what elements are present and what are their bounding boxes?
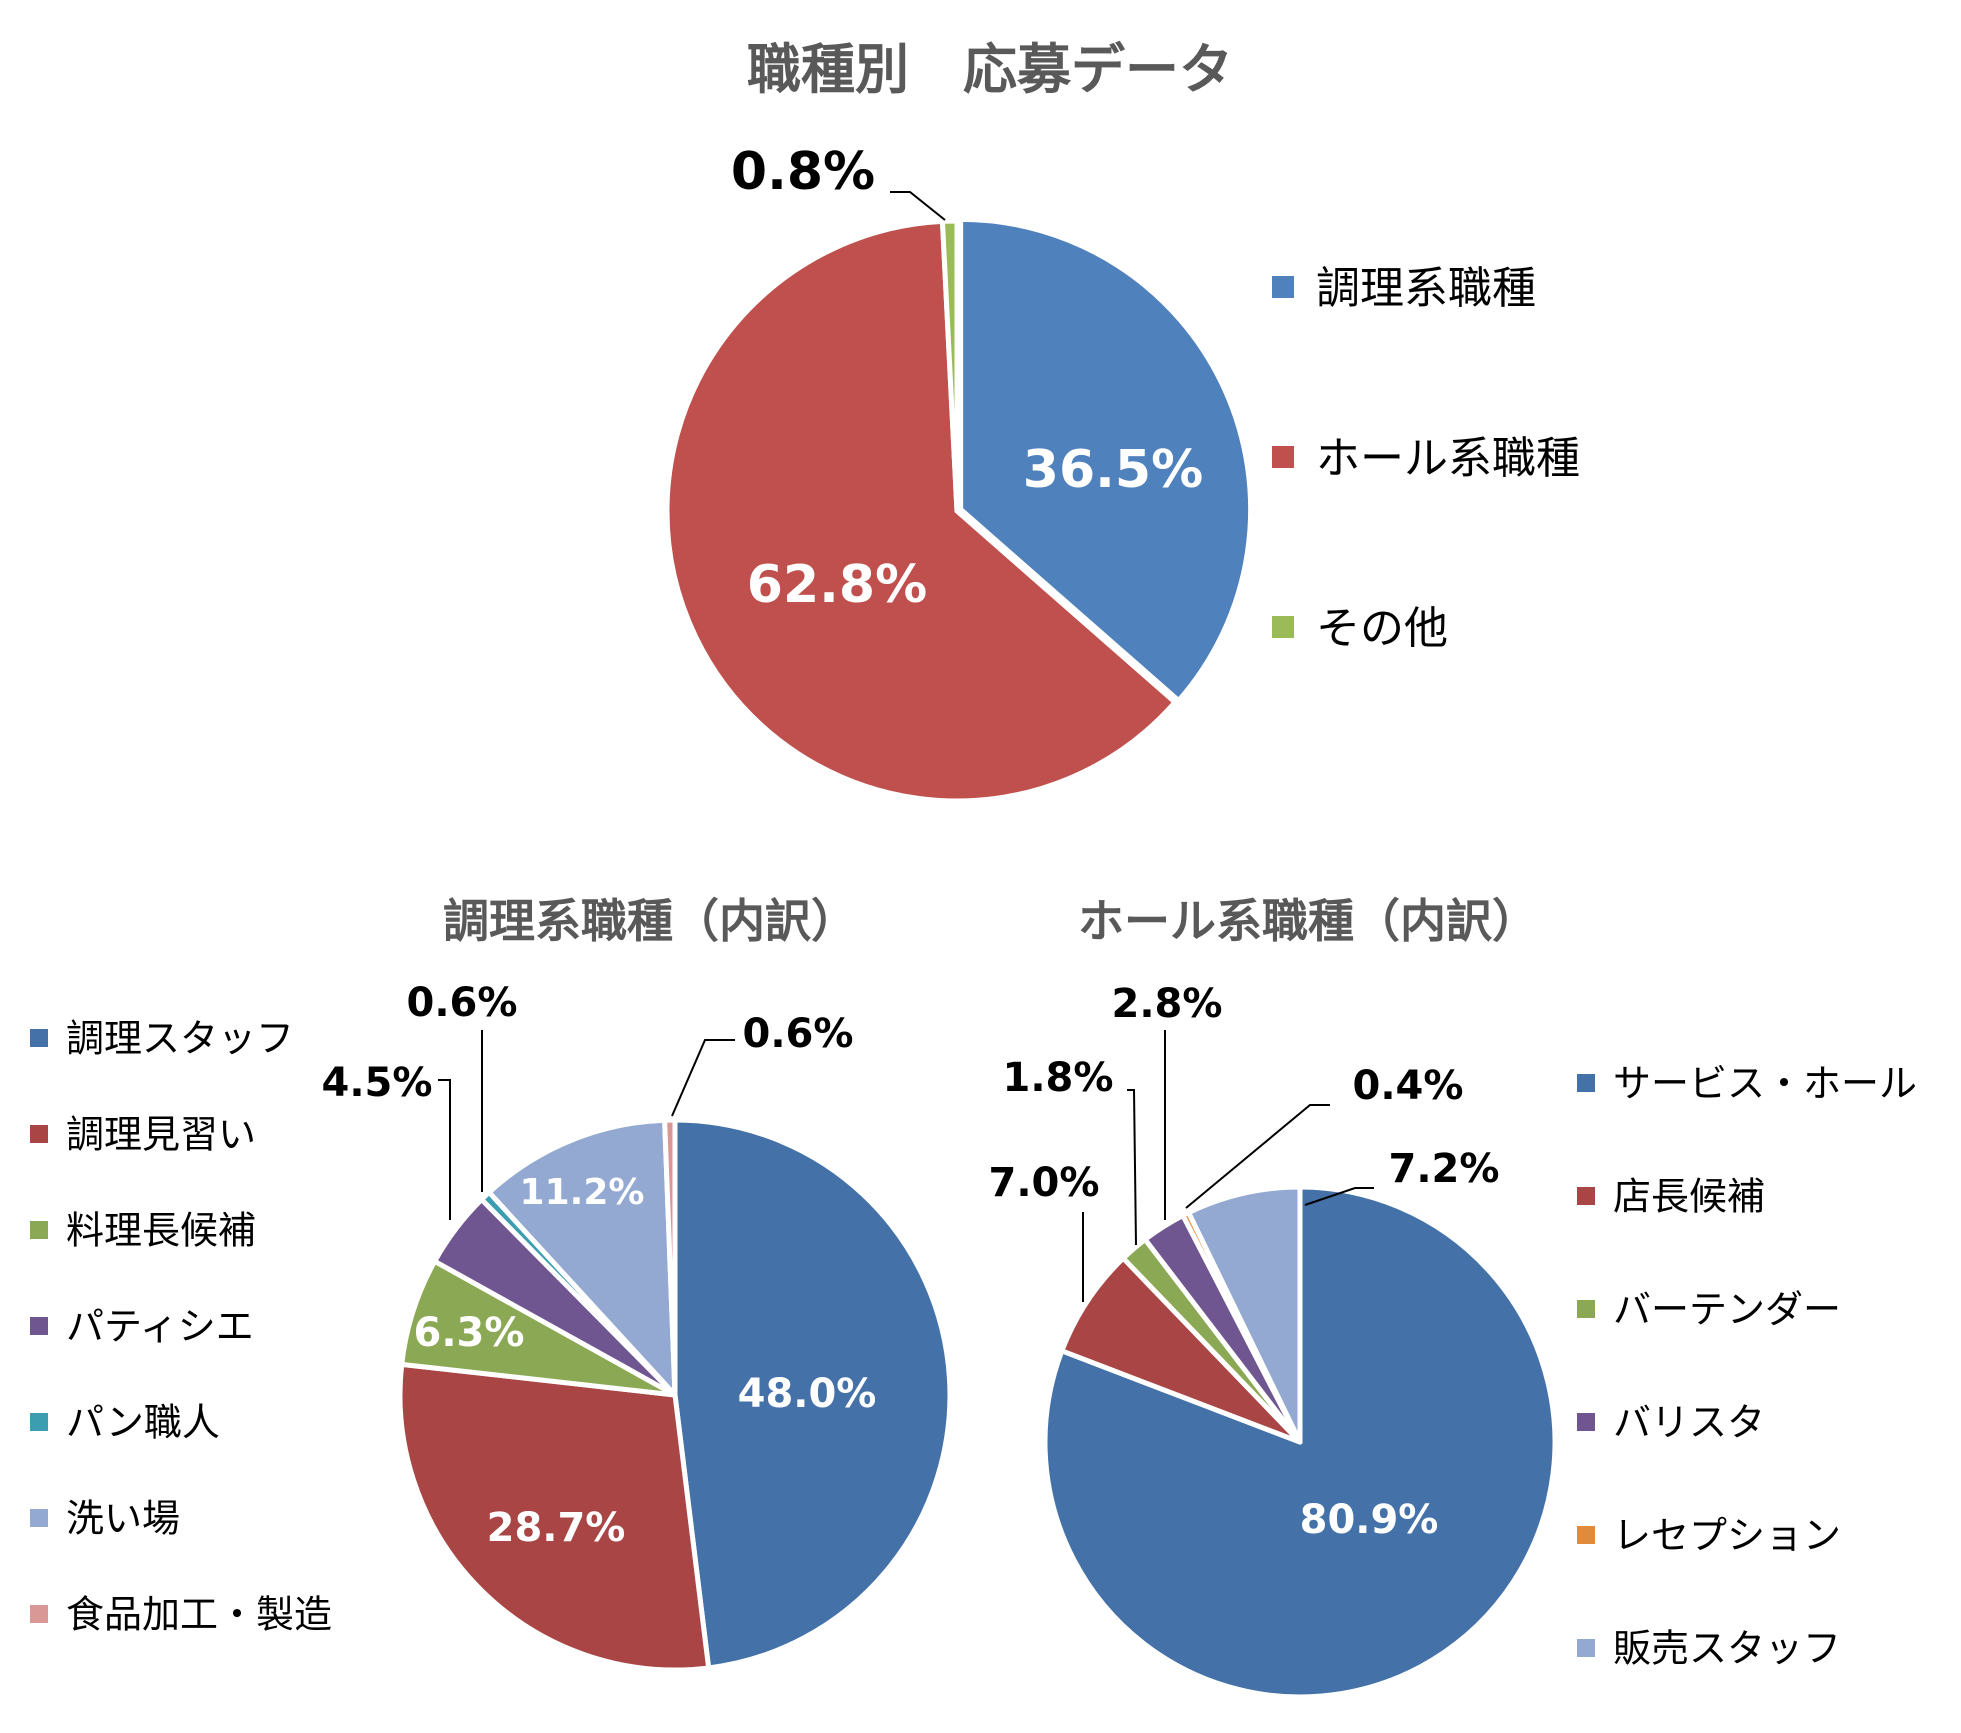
pie0-data-label-2: 0.8%	[731, 142, 875, 202]
pie2-data-label-0: 80.9%	[1300, 1497, 1439, 1543]
pie1-data-label-2: 6.3%	[414, 1310, 525, 1356]
pie1-data-label-3: 4.5%	[322, 1060, 433, 1106]
pie0-legend-swatch-1	[1272, 446, 1294, 468]
pie1-legend-swatch-1	[30, 1125, 48, 1143]
pie2-legend-swatch-1	[1577, 1187, 1595, 1205]
pie0-legend-label-0: 調理系職種	[1316, 263, 1536, 314]
pie2-slice-5	[1186, 1184, 1303, 1445]
pie1-slice-0	[672, 1117, 953, 1671]
pie1-legend-swatch-2	[30, 1221, 48, 1239]
pie2-slice-0	[1042, 1184, 1558, 1700]
pie2-leader-5	[1304, 1187, 1374, 1206]
pie2-leader-2	[1127, 1089, 1137, 1246]
pie0-legend-swatch-0	[1272, 276, 1294, 298]
pie2-legend-label-5: 販売スタッフ	[1613, 1627, 1841, 1671]
pie2-data-label-4: 0.4%	[1353, 1063, 1464, 1109]
pie2-legend-label-3: バリスタ	[1613, 1401, 1765, 1445]
pie0-legend-label-2: その他	[1316, 603, 1448, 654]
pie1-data-label-4: 0.6%	[407, 980, 518, 1026]
pie1-legend-label-2: 料理長候補	[66, 1209, 256, 1253]
pie0-data-label-0: 36.5%	[1023, 440, 1203, 500]
pie1-data-label-6: 0.6%	[743, 1011, 854, 1057]
pie1-legend-swatch-3	[30, 1317, 48, 1335]
pie0-legend-label-1: ホール系職種	[1316, 433, 1580, 484]
pie0-leader-2	[890, 191, 946, 221]
chart-title-hall: ホール系職種（内訳）	[1078, 894, 1538, 948]
pie0-slice-1	[664, 218, 1178, 804]
pie0-data-label-1: 62.8%	[747, 555, 927, 615]
pie0-legend-swatch-2	[1272, 616, 1294, 638]
pie1-legend-swatch-5	[30, 1509, 48, 1527]
pie1-legend-label-6: 食品加工・製造	[66, 1593, 332, 1637]
pie1-legend-label-4: パン職人	[66, 1401, 220, 1445]
pie1-slice-6	[662, 1117, 678, 1398]
pie1-data-label-1: 28.7%	[487, 1505, 626, 1551]
pie1-leader-3	[438, 1079, 451, 1220]
pie2-legend-swatch-3	[1577, 1413, 1595, 1431]
pie0-slice-0	[958, 216, 1254, 704]
pie2-leader-4	[1185, 1104, 1330, 1209]
pie2-legend-label-2: バーテンダー	[1613, 1288, 1841, 1332]
pie2-data-label-5: 7.2%	[1389, 1146, 1500, 1192]
pie1-leader-6	[671, 1039, 735, 1117]
pie1-legend-label-1: 調理見習い	[66, 1113, 256, 1157]
pie1-legend-label-0: 調理スタッフ	[66, 1017, 294, 1061]
pie1-slice-5	[486, 1117, 678, 1398]
pie1-data-label-5: 11.2%	[520, 1172, 645, 1213]
pie2-legend-swatch-5	[1577, 1639, 1595, 1657]
pie2-data-label-1: 7.0%	[989, 1160, 1100, 1206]
pie2-legend-label-0: サービス・ホール	[1613, 1062, 1917, 1106]
pie1-slice-1	[397, 1361, 712, 1673]
pie1-legend-label-3: パティシエ	[66, 1305, 254, 1349]
pie2-legend-label-1: 店長候補	[1613, 1175, 1765, 1219]
pie2-legend-swatch-0	[1577, 1074, 1595, 1092]
pie2-legend-label-4: レセプション	[1613, 1514, 1841, 1558]
pie2-legend-swatch-2	[1577, 1300, 1595, 1318]
pie1-legend-swatch-6	[30, 1605, 48, 1623]
pie1-legend-swatch-0	[30, 1029, 48, 1047]
chart-title-main: 職種別 応募データ	[747, 38, 1233, 101]
pie2-data-label-3: 2.8%	[1112, 981, 1223, 1027]
pie2-legend-swatch-4	[1577, 1526, 1595, 1544]
pie1-legend-swatch-4	[30, 1413, 48, 1431]
pie0-slice-2	[939, 218, 960, 514]
chart-title-cooking: 調理系職種（内訳）	[443, 894, 857, 948]
pie1-legend-label-5: 洗い場	[66, 1497, 180, 1541]
pie1-data-label-0: 48.0%	[738, 1371, 877, 1417]
pie2-data-label-2: 1.8%	[1003, 1055, 1114, 1101]
